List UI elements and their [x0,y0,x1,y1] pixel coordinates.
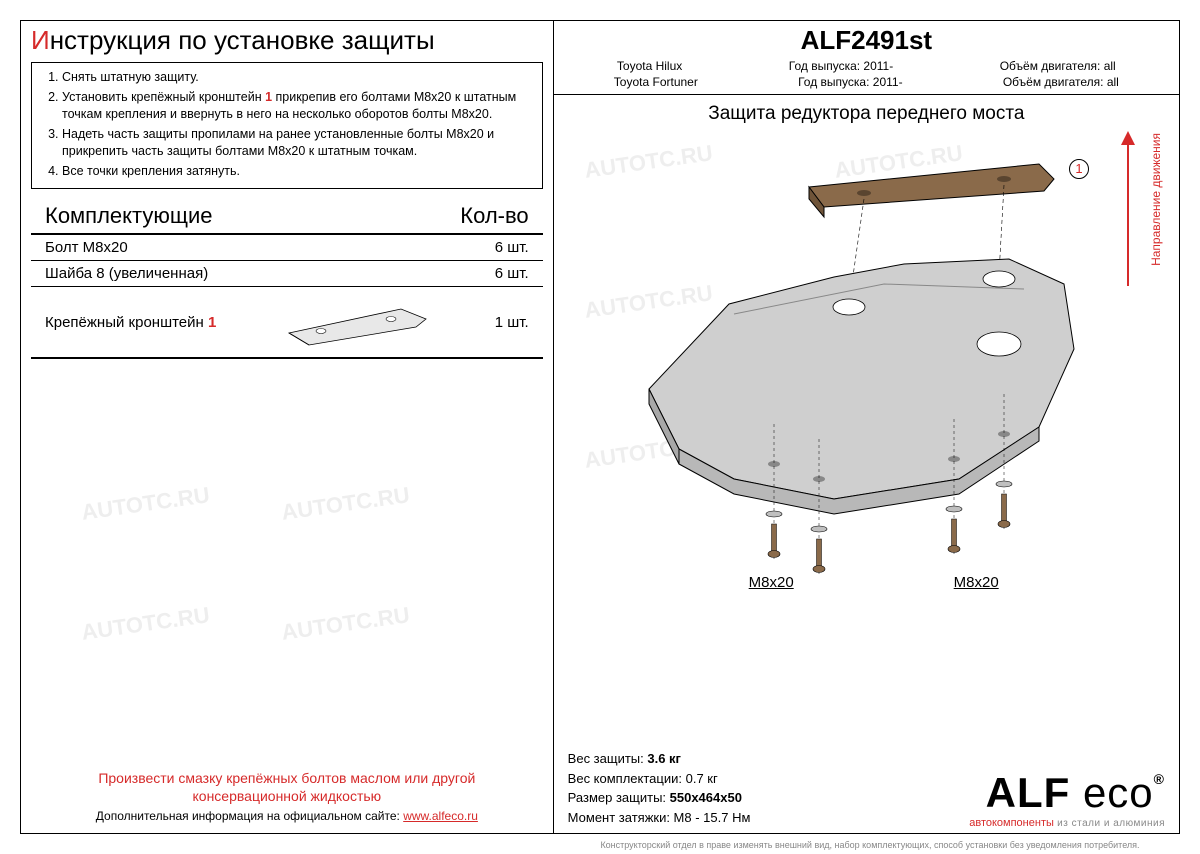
title-rest: нструкция по установке защиты [50,25,435,55]
component-qty: 6 шт. [495,239,529,256]
instructions-list: Снять штатную защиту. Установить крепёжны… [32,63,542,188]
component-row: Шайба 8 (увеличенная) 6 шт. [31,261,543,287]
exploded-view [584,129,1144,609]
engine-2: Объём двигателя: all [1003,75,1119,89]
protection-subtitle: Защита редуктора переднего моста [554,101,1179,129]
spec-weight: Вес защиты: 3.6 кг [568,749,751,769]
instruction-item: Снять штатную защиту. [62,69,532,87]
vehicle-2: Toyota Fortuner [614,75,698,89]
left-column: Инструкция по установке защиты Снять шта… [21,21,554,833]
divider [554,94,1179,95]
bolt-label-left: М8х20 [749,574,794,591]
instruction-item: Надеть часть защиты пропилами на ранее у… [62,126,532,161]
vehicle-row-1: Toyota Hilux Год выпуска: 2011- Объём дв… [554,58,1179,74]
component-row: Болт М8х20 6 шт. [31,235,543,261]
logo-text: ALF eco® [969,772,1165,814]
components-label: Комплектующие [45,203,212,229]
watermark: AUTOTC.RU [80,482,212,526]
component-qty: 6 шт. [495,265,529,282]
footnote-black: Дополнительная информация на официальном… [41,809,533,825]
right-column: ALF2491st Toyota Hilux Год выпуска: 2011… [554,21,1179,833]
engine-1: Объём двигателя: all [1000,59,1116,73]
instruction-item: Все точки крепления затянуть. [62,163,532,181]
page-frame: Инструкция по установке защиты Снять шта… [20,20,1180,834]
spec-kit-weight: Вес комплектации: 0.7 кг [568,769,751,789]
vehicle-1: Toyota Hilux [617,59,682,73]
footnote-red: Произвести смазку крепёжных болтов масло… [98,770,475,804]
website-link[interactable]: www.alfeco.ru [403,809,478,823]
spec-size: Размер защиты: 550х464х50 [568,788,751,808]
instruction-item: Установить крепёжный кронштейн 1 прикреп… [62,89,532,124]
logo: ALF eco® автокомпоненты из стали и алюми… [969,772,1165,829]
product-code: ALF2491st [554,21,1179,58]
components-header: Комплектующие Кол-во [31,197,543,235]
year-2: Год выпуска: 2011- [798,75,902,89]
qty-label: Кол-во [460,203,528,229]
bracket-name: Крепёжный кронштейн 1 [45,314,216,331]
watermark: AUTOTC.RU [280,602,412,646]
spec-torque: Момент затяжки: М8 - 15.7 Нм [568,808,751,828]
bracket-qty: 1 шт. [495,314,529,331]
component-name: Болт М8х20 [45,239,128,256]
logo-tagline: автокомпоненты из стали и алюминия [969,814,1165,829]
watermark: AUTOTC.RU [80,602,212,646]
year-1: Год выпуска: 2011- [789,59,893,73]
footnote: Произвести смазку крепёжных болтов масло… [21,769,553,825]
title-first-letter: И [31,25,50,55]
direction-arrow-label: Направление движения [1149,133,1163,266]
instruction-title: Инструкция по установке защиты [21,21,553,62]
instructions-box: Снять штатную защиту. Установить крепёжны… [31,62,543,189]
bracket-drawing [281,297,431,347]
watermark: AUTOTC.RU [280,482,412,526]
disclaimer: Конструкторский отдел в праве изменять в… [560,840,1180,850]
diagram-area: AUTOTC.RU AUTOTC.RU AUTOTC.RU AUTOTC.RU … [554,129,1179,833]
vehicle-row-2: Toyota Fortuner Год выпуска: 2011- Объём… [554,74,1179,90]
bolt-label-right: М8х20 [954,574,999,591]
component-name: Шайба 8 (увеличенная) [45,265,208,282]
specs-block: Вес защиты: 3.6 кг Вес комплектации: 0.7… [568,749,751,827]
component-row-bracket: Крепёжный кронштейн 1 1 шт. [31,287,543,359]
